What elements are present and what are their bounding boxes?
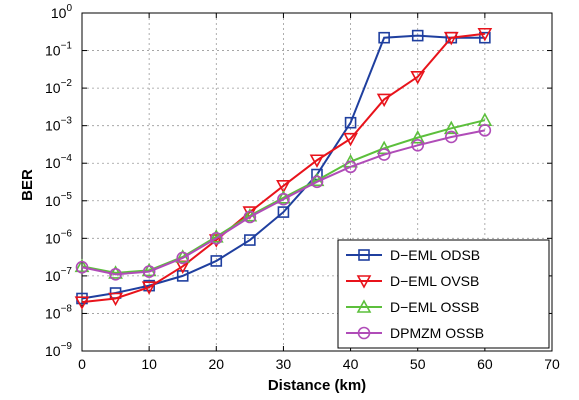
series-line bbox=[81, 32, 485, 304]
x-tick-label: 50 bbox=[410, 356, 426, 372]
data-point bbox=[277, 206, 290, 218]
series-line bbox=[81, 119, 486, 274]
data-point bbox=[277, 192, 290, 206]
y-tick-label: 10−5 bbox=[45, 191, 72, 209]
plot-frame bbox=[81, 12, 553, 352]
series-line bbox=[81, 34, 485, 300]
data-point bbox=[276, 180, 291, 194]
x-tick-label: 30 bbox=[276, 356, 292, 372]
series-lines bbox=[74, 27, 493, 310]
data-point bbox=[176, 251, 190, 265]
data-point bbox=[479, 31, 491, 44]
y-tick-exponent: −1 bbox=[61, 41, 73, 52]
y-tick-exponent: −5 bbox=[61, 191, 73, 202]
data-point bbox=[75, 260, 89, 274]
y-tick-base: 10 bbox=[45, 230, 61, 246]
data-point bbox=[444, 130, 458, 144]
y-tick-label: 10−1 bbox=[45, 41, 72, 59]
y-tick-base: 10 bbox=[45, 43, 61, 59]
legend-marker bbox=[356, 275, 372, 289]
y-tick-label: 10−7 bbox=[45, 266, 72, 284]
y-axis-title: BER bbox=[19, 169, 36, 201]
data-point bbox=[410, 71, 426, 85]
series-circle bbox=[75, 124, 492, 281]
series-triangle-down bbox=[74, 27, 493, 310]
y-tick-label: 10−9 bbox=[45, 341, 72, 359]
y-tick-base: 10 bbox=[51, 5, 67, 21]
y-tick-exponent: 0 bbox=[66, 3, 72, 14]
y-tick-exponent: −4 bbox=[61, 153, 73, 164]
data-point bbox=[243, 210, 257, 224]
x-tick-label: 0 bbox=[78, 356, 86, 372]
y-tick-label: 10−4 bbox=[45, 153, 72, 171]
legend-marker bbox=[358, 249, 370, 261]
x-axis-title: Distance (km) bbox=[268, 377, 366, 394]
y-tick-base: 10 bbox=[45, 343, 61, 359]
data-point bbox=[477, 27, 493, 42]
data-point bbox=[109, 268, 122, 281]
axes: 0 10 20 30 40 50 60 7010010−110−210−310−410−510… bbox=[45, 3, 560, 372]
data-point bbox=[376, 140, 392, 155]
data-point bbox=[411, 139, 425, 152]
data-point bbox=[443, 120, 459, 135]
y-tick-base: 10 bbox=[45, 305, 61, 321]
data-point bbox=[210, 255, 223, 267]
data-point bbox=[377, 148, 391, 161]
legend-label: DPMZM OSSB bbox=[390, 325, 484, 341]
y-tick-exponent: −9 bbox=[61, 341, 73, 352]
y-tick-label: 10−8 bbox=[45, 303, 72, 321]
data-point bbox=[309, 154, 325, 168]
legend: D−EML ODSB D−EML OVSB D−EML OSSB DPMZM OSSB bbox=[337, 239, 550, 349]
data-point bbox=[376, 93, 392, 108]
data-point bbox=[478, 124, 492, 137]
legend-item: DPMZM OSSB bbox=[346, 325, 484, 341]
y-tick-exponent: −2 bbox=[61, 78, 73, 89]
y-tick-exponent: −8 bbox=[61, 303, 73, 314]
legend-item: D−EML ODSB bbox=[346, 247, 480, 263]
data-point bbox=[108, 292, 123, 307]
data-point bbox=[74, 296, 90, 310]
data-point bbox=[411, 29, 424, 42]
y-tick-exponent: −3 bbox=[61, 116, 73, 127]
y-tick-label: 10−3 bbox=[45, 116, 72, 134]
x-tick-label: 40 bbox=[343, 356, 359, 372]
series-line bbox=[81, 129, 486, 276]
legend-marker bbox=[356, 299, 372, 313]
legend-item: D−EML OVSB bbox=[346, 273, 479, 289]
x-tick-label: 60 bbox=[477, 356, 493, 372]
legend-label: D−EML ODSB bbox=[390, 247, 480, 263]
y-tick-base: 10 bbox=[45, 118, 61, 134]
y-tick-base: 10 bbox=[45, 80, 61, 96]
y-tick-label: 10−2 bbox=[45, 78, 72, 96]
legend-item: D−EML OSSB bbox=[346, 299, 479, 315]
data-point bbox=[410, 129, 426, 144]
y-tick-exponent: −7 bbox=[61, 266, 73, 277]
legend-label: D−EML OSSB bbox=[390, 299, 479, 315]
y-tick-label: 100 bbox=[51, 3, 73, 21]
data-point bbox=[244, 234, 256, 246]
legend-box bbox=[337, 239, 550, 349]
data-point bbox=[74, 258, 90, 273]
y-tick-base: 10 bbox=[45, 155, 61, 171]
y-tick-base: 10 bbox=[45, 193, 61, 209]
legend-label: D−EML OVSB bbox=[390, 273, 479, 289]
data-point bbox=[378, 31, 390, 44]
data-point bbox=[310, 175, 324, 189]
data-point bbox=[344, 160, 357, 174]
data-point bbox=[141, 281, 157, 295]
data-point bbox=[142, 265, 156, 278]
data-point bbox=[443, 31, 459, 46]
x-tick-label: 70 bbox=[544, 356, 560, 372]
data-point bbox=[209, 232, 223, 245]
legend-marker bbox=[357, 326, 371, 340]
data-point bbox=[108, 265, 123, 279]
y-tick-label: 10−6 bbox=[45, 228, 72, 246]
data-point bbox=[344, 116, 357, 129]
y-tick-exponent: −6 bbox=[61, 228, 73, 239]
x-tick-label: 10 bbox=[141, 356, 157, 372]
y-tick-base: 10 bbox=[45, 268, 61, 284]
x-tick-label: 20 bbox=[208, 356, 224, 372]
data-point bbox=[343, 132, 358, 147]
